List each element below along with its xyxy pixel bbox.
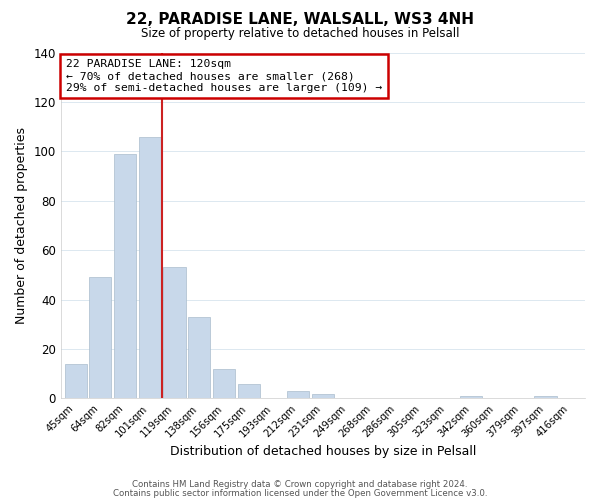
Bar: [535, 396, 557, 398]
Bar: [287, 391, 309, 398]
Text: Contains HM Land Registry data © Crown copyright and database right 2024.: Contains HM Land Registry data © Crown c…: [132, 480, 468, 489]
Bar: [312, 394, 334, 398]
Bar: [139, 136, 161, 398]
Text: 22, PARADISE LANE, WALSALL, WS3 4NH: 22, PARADISE LANE, WALSALL, WS3 4NH: [126, 12, 474, 28]
Bar: [238, 384, 260, 398]
Bar: [213, 369, 235, 398]
Bar: [460, 396, 482, 398]
Bar: [89, 278, 112, 398]
Text: Contains public sector information licensed under the Open Government Licence v3: Contains public sector information licen…: [113, 488, 487, 498]
Bar: [114, 154, 136, 398]
Bar: [188, 317, 211, 398]
Y-axis label: Number of detached properties: Number of detached properties: [15, 127, 28, 324]
X-axis label: Distribution of detached houses by size in Pelsall: Distribution of detached houses by size …: [170, 444, 476, 458]
Bar: [163, 268, 185, 398]
Text: Size of property relative to detached houses in Pelsall: Size of property relative to detached ho…: [141, 28, 459, 40]
Bar: [65, 364, 87, 398]
Text: 22 PARADISE LANE: 120sqm
← 70% of detached houses are smaller (268)
29% of semi-: 22 PARADISE LANE: 120sqm ← 70% of detach…: [66, 60, 382, 92]
